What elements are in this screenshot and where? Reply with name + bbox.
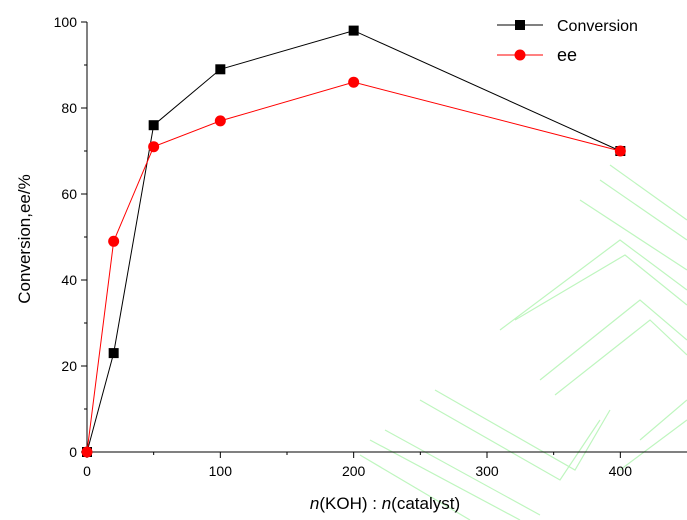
x-axis-title-n2: n — [382, 494, 391, 513]
data-point-ee — [148, 141, 160, 153]
data-point-conversion — [348, 25, 359, 36]
y-tick-label: 60 — [61, 186, 77, 202]
legend-marker-conversion — [515, 20, 525, 30]
watermark — [359, 164, 687, 520]
y-tick-label: 0 — [69, 444, 77, 460]
legend: Conversion ee — [497, 18, 638, 65]
axes: 0 100 200 300 400 0 20 40 60 80 100 — [54, 14, 687, 479]
x-axis-title-koh: (KOH) — [319, 494, 367, 513]
y-tick-label: 40 — [61, 272, 77, 288]
data-point-conversion — [148, 120, 159, 131]
data-point-ee — [214, 115, 226, 127]
data-point-ee — [81, 446, 93, 458]
data-point-ee — [614, 145, 626, 157]
x-axis-title-catalyst: (catalyst) — [391, 494, 460, 513]
legend-label-ee: ee — [557, 45, 577, 65]
y-tick-label: 100 — [54, 14, 78, 30]
x-axis-title-n1: n — [310, 494, 319, 513]
data-point-ee — [108, 235, 120, 247]
legend-marker-ee — [514, 49, 526, 61]
x-tick-label: 200 — [342, 463, 366, 479]
x-tick-label: 100 — [209, 463, 233, 479]
x-tick-label: 0 — [83, 463, 91, 479]
x-tick-label: 300 — [475, 463, 499, 479]
data-point-conversion — [215, 64, 226, 75]
series-layer — [81, 25, 626, 458]
y-axis-title: Conversion,ee/% — [15, 174, 34, 303]
data-point-conversion — [108, 348, 119, 359]
series-line-ee — [86, 81, 621, 453]
x-tick-label: 400 — [609, 463, 633, 479]
data-point-ee — [348, 76, 360, 88]
y-tick-label: 80 — [61, 100, 77, 116]
y-tick-label: 20 — [61, 358, 77, 374]
x-axis-title: n(KOH) : n(catalyst) — [310, 494, 460, 513]
legend-label-conversion: Conversion — [557, 18, 638, 35]
series-line-conversion — [86, 30, 621, 453]
x-axis-title-sep: : — [368, 494, 382, 513]
